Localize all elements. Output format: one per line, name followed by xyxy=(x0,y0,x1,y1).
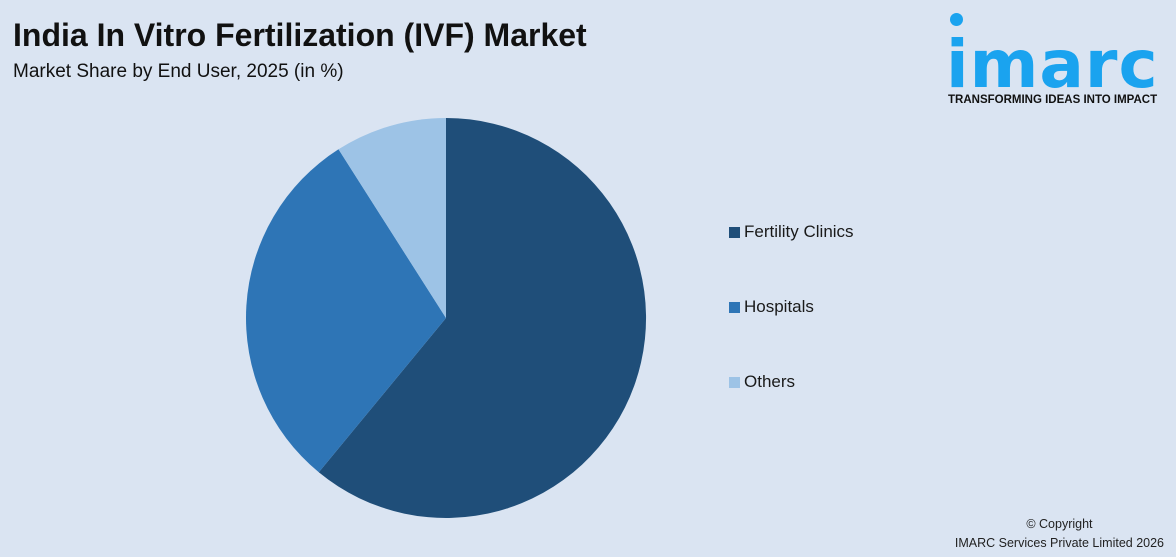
legend-label: Others xyxy=(744,372,796,391)
copyright-line2: IMARC Services Private Limited 2026 xyxy=(954,536,1164,550)
copyright-notice: © Copyright IMARC Services Private Limit… xyxy=(955,515,1164,553)
slice-others xyxy=(338,117,446,318)
legend-label: Fertility Clinics xyxy=(744,222,854,241)
legend-label: Hospitals xyxy=(744,297,814,316)
chart-subtitle: Market Share by End User, 2025 (in %) xyxy=(13,61,344,82)
legend-item-fertility-clinics: Fertility Clinics xyxy=(729,222,854,242)
logo-wordmark: imarc xyxy=(946,26,1159,103)
copyright-line1: © Copyright xyxy=(1026,517,1093,531)
logo-dot-icon xyxy=(950,13,963,26)
legend-swatch-icon xyxy=(729,226,740,238)
legend-swatch-icon xyxy=(729,301,740,313)
chart-title: India In Vitro Fertilization (IVF) Marke… xyxy=(13,17,587,53)
legend-item-others: Others xyxy=(729,372,795,392)
legend-swatch-icon xyxy=(729,376,740,388)
imarc-logo: imarc TRANSFORMING IDEAS INTO IMPACT xyxy=(946,10,1170,110)
slice-fertility-clinics xyxy=(318,117,647,518)
logo-tagline: TRANSFORMING IDEAS INTO IMPACT xyxy=(948,94,1158,106)
slice-hospitals xyxy=(245,149,446,473)
legend-item-hospitals: Hospitals xyxy=(729,297,814,317)
